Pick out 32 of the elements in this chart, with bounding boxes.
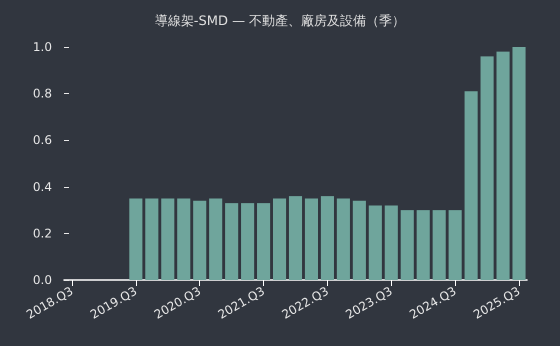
bar [272,198,286,280]
bar [161,198,174,280]
bar [320,196,334,280]
bar [209,198,222,280]
bar [336,198,350,280]
bar [193,200,206,280]
bar [496,52,510,280]
bar [129,198,142,280]
bar [464,91,478,280]
bar [400,210,414,280]
bar [257,203,270,280]
chart-title: 導線架-SMD — 不動產、廠房及設備（季） [154,13,406,29]
bar [416,210,430,280]
bar [304,198,318,280]
y-tick-label: 1.0 [32,40,52,54]
bar [225,203,238,280]
bar [177,198,190,280]
bar [352,200,366,280]
bar [432,210,446,280]
y-tick-label: 0.8 [32,86,52,101]
bar [288,196,302,280]
bar [512,47,526,280]
y-tick-label: 0.4 [32,180,52,194]
y-tick-label: 0.0 [32,273,52,287]
bar [241,203,254,280]
bar [368,205,382,280]
y-tick-label: 0.6 [32,133,52,148]
bar [145,198,158,280]
bar [384,205,398,280]
bar [448,210,462,280]
bar [480,56,494,280]
y-tick-label: 0.2 [32,226,52,240]
